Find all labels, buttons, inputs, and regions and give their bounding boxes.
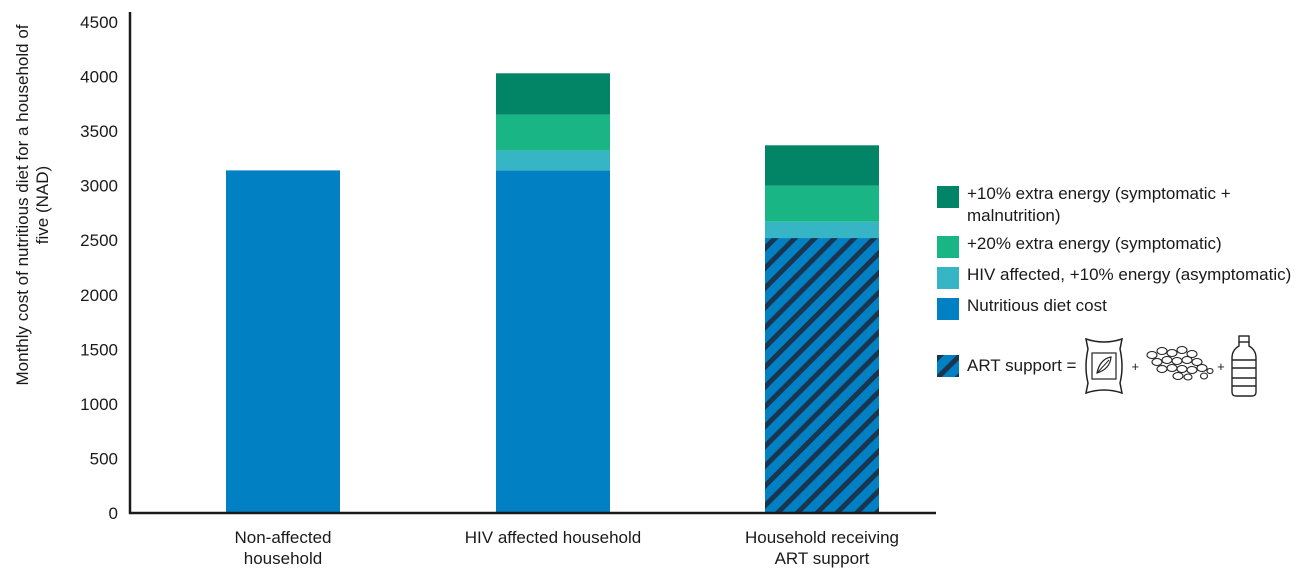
x-category-label: Non-affected household (234, 528, 331, 568)
bars (226, 73, 879, 514)
bar-segment-3-20-extra-energy-symptomatic (765, 185, 879, 222)
bar-segment-3-hiv-affected-10-energy-asymptomatic (765, 221, 879, 239)
y-tick-label: 0 (109, 504, 118, 523)
legend-item: +20% extra energy (symptomatic) (937, 233, 1297, 258)
y-tick-label: 500 (90, 449, 118, 468)
legend-label: Nutritious diet cost (967, 296, 1107, 315)
legend-swatch (937, 186, 959, 208)
y-tick-label: 4000 (80, 68, 118, 87)
plus-sign: + (1131, 358, 1140, 374)
y-tick-label: 1500 (80, 340, 118, 359)
legend-item-art-support: ART support = + (937, 334, 1297, 398)
y-axis-label: Monthly cost of nutritious diet for a ho… (13, 24, 52, 385)
oil-bottle-icon (1230, 335, 1257, 397)
y-tick-label: 3000 (80, 177, 118, 196)
bar-segment-2-20-extra-energy-symptomatic (496, 114, 610, 151)
legend-swatch (937, 236, 959, 258)
legend: +10% extra energy (symptomatic + malnutr… (937, 183, 1297, 398)
art-support-swatch (937, 355, 959, 377)
legend-item: Nutritious diet cost (937, 295, 1297, 320)
bar-segment-2-nutritious-diet-cost (496, 170, 610, 513)
x-axis: Non-affected household HIV affected househ… (129, 511, 936, 568)
y-tick-label: 4500 (80, 13, 118, 32)
legend-label: HIV affected, +10% energy (asymptomatic) (967, 265, 1292, 284)
bar-segment-3-10-extra-energy-symptomatic-malnutrition (765, 145, 879, 186)
y-tick-label: 3500 (80, 122, 118, 141)
x-category-label: HIV affected household (465, 528, 641, 547)
y-axis: 0 500 1000 1500 2000 2500 3000 3500 4000 4500 (80, 12, 132, 523)
y-tick-label: 2000 (80, 286, 118, 305)
bar-segment-1-nutritious-diet-cost (226, 170, 340, 513)
legend-item: +10% extra energy (symptomatic + malnutr… (937, 183, 1297, 227)
bar-segment-3-nutritious-diet-cost (765, 238, 879, 514)
y-tick-label: 1000 (80, 395, 118, 414)
legend-label: +10% extra energy (symptomatic + malnutr… (967, 184, 1231, 225)
legend-label: +20% extra energy (symptomatic) (967, 234, 1222, 253)
beans-icon (1146, 345, 1214, 381)
legend-swatch (937, 267, 959, 289)
bar-segment-2-10-extra-energy-symptomatic-malnutrition (496, 73, 610, 115)
y-tick-label: 2500 (80, 231, 118, 250)
x-category-label: Household receiving ART support (745, 528, 899, 568)
art-support-label: ART support = (967, 356, 1077, 375)
legend-item: HIV affected, +10% energy (asymptomatic) (937, 264, 1297, 289)
bar-segment-2-hiv-affected-10-energy-asymptomatic (496, 150, 610, 171)
maize-meal-bag-icon (1085, 337, 1124, 395)
plus-sign: + (1217, 358, 1225, 374)
legend-swatch (937, 298, 959, 320)
